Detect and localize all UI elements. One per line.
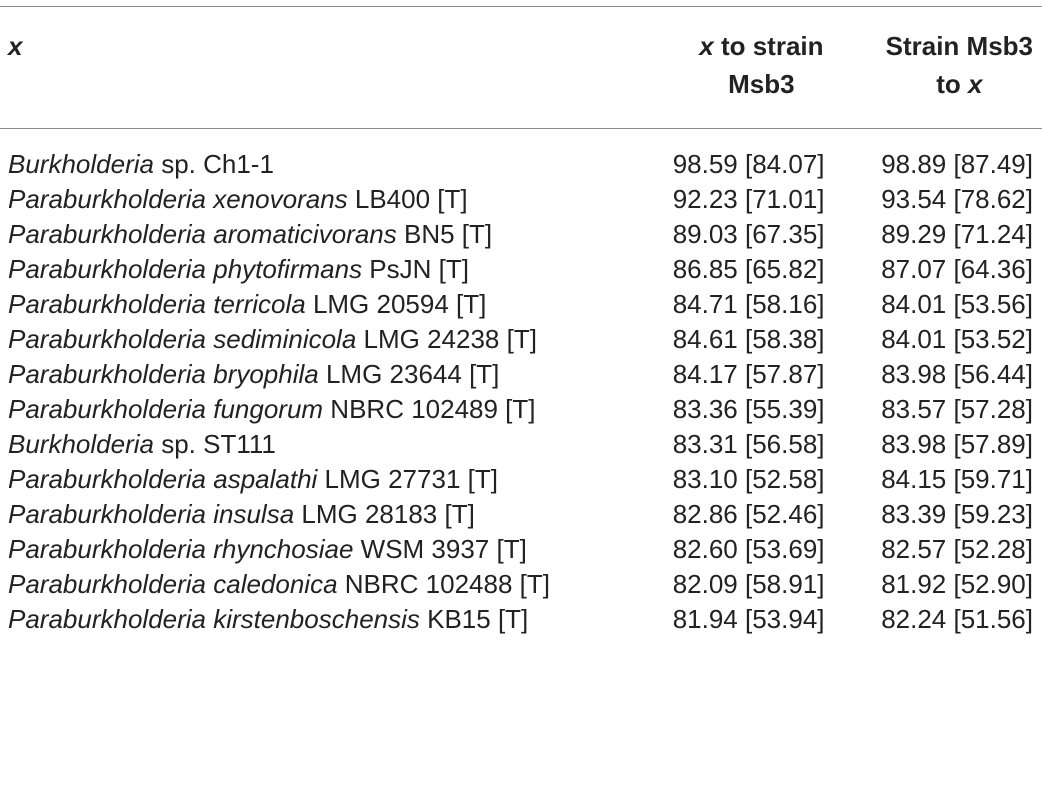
organism-name: Paraburkholderia kirstenboschensis: [8, 604, 420, 634]
organism-strain: NBRC 102488 [T]: [337, 569, 550, 599]
table-row: Paraburkholderia caledonica NBRC 102488 …: [0, 567, 1042, 602]
value-x-to-msb3: 82.86 [52.46]: [672, 499, 825, 529]
header-b-italic: x: [967, 69, 983, 99]
value-msb3-to-x: 82.57 [52.28]: [881, 534, 1033, 564]
value-msb3-to-x: 83.57 [57.28]: [881, 394, 1033, 424]
table-row: Paraburkholderia insulsa LMG 28183 [T] 82…: [0, 497, 1042, 532]
organism-name: Paraburkholderia rhynchosiae: [8, 534, 354, 564]
value-x-to-msb3: 86.85 [65.82]: [672, 254, 825, 284]
organism-name: Paraburkholderia caledonica: [8, 569, 338, 599]
organism-name: Paraburkholderia fungorum: [8, 394, 324, 424]
header-a-line1: to strain: [713, 31, 824, 61]
table-body: Burkholderia sp. Ch1-1 98.59 [84.07] 98.89…: [0, 129, 1042, 638]
organism-strain: LMG 28183 [T]: [294, 499, 475, 529]
organism-name: Paraburkholderia xenovorans: [8, 184, 348, 214]
table-row: Paraburkholderia terricola LMG 20594 [T]…: [0, 287, 1042, 322]
value-msb3-to-x: 82.24 [51.56]: [881, 604, 1033, 634]
organism-strain: WSM 3937 [T]: [353, 534, 527, 564]
table-header: x x to strain Msb3 Strain Msb3 to x: [0, 6, 1042, 129]
value-msb3-to-x: 83.98 [56.44]: [881, 359, 1033, 389]
organism-cell: Paraburkholderia sediminicola LMG 24238 …: [0, 322, 642, 357]
organism-strain: KB15 [T]: [419, 604, 529, 634]
header-x-to-strain-msb3: x to strain Msb3: [642, 7, 854, 129]
organism-cell: Paraburkholderia caledonica NBRC 102488 …: [0, 567, 642, 602]
value-msb3-to-x: 84.01 [53.52]: [881, 324, 1033, 354]
table-row: Burkholderia sp. ST111 83.31 [56.58] 83.98…: [0, 427, 1042, 462]
organism-cell: Paraburkholderia terricola LMG 20594 [T]: [0, 287, 642, 322]
organism-strain: sp. ST111: [153, 429, 276, 459]
value-x-to-msb3: 83.31 [56.58]: [672, 429, 825, 459]
organism-cell: Paraburkholderia fungorum NBRC 102489 [T…: [0, 392, 642, 427]
table-row: Paraburkholderia fungorum NBRC 102489 [T…: [0, 392, 1042, 427]
organism-cell: Paraburkholderia aspalathi LMG 27731 [T]: [0, 462, 642, 497]
value-x-to-msb3: 89.03 [67.35]: [672, 219, 825, 249]
table-row: Paraburkholderia aspalathi LMG 27731 [T]…: [0, 462, 1042, 497]
organism-name: Paraburkholderia phytofirmans: [8, 254, 363, 284]
value-x-to-msb3: 82.60 [53.69]: [672, 534, 825, 564]
organism-cell: Burkholderia sp. Ch1-1: [0, 129, 642, 183]
organism-cell: Paraburkholderia rhynchosiae WSM 3937 [T…: [0, 532, 642, 567]
organism-cell: Paraburkholderia bryophila LMG 23644 [T]: [0, 357, 642, 392]
value-x-to-msb3: 83.10 [52.58]: [672, 464, 825, 494]
header-b-line2: to: [936, 69, 968, 99]
organism-name: Burkholderia: [8, 429, 154, 459]
organism-strain: LMG 20594 [T]: [305, 289, 487, 319]
header-x: x: [0, 7, 642, 129]
table-row: Paraburkholderia kirstenboschensis KB15 …: [0, 602, 1042, 637]
value-x-to-msb3: 98.59 [84.07]: [672, 149, 825, 179]
organism-name: Paraburkholderia aromaticivorans: [8, 219, 397, 249]
table-row: Burkholderia sp. Ch1-1 98.59 [84.07] 98.89…: [0, 129, 1042, 183]
table-row: Paraburkholderia aromaticivorans BN5 [T]…: [0, 217, 1042, 252]
table-row: Paraburkholderia xenovorans LB400 [T] 92.…: [0, 182, 1042, 217]
organism-name: Paraburkholderia insulsa: [8, 499, 295, 529]
header-a-italic: x: [699, 31, 714, 61]
value-msb3-to-x: 87.07 [64.36]: [881, 254, 1033, 284]
value-msb3-to-x: 84.15 [59.71]: [881, 464, 1033, 494]
value-msb3-to-x: 89.29 [71.24]: [881, 219, 1033, 249]
organism-cell: Paraburkholderia phytofirmans PsJN [T]: [0, 252, 642, 287]
header-x-label: x: [8, 31, 23, 61]
value-x-to-msb3: 83.36 [55.39]: [672, 394, 825, 424]
organism-name: Paraburkholderia aspalathi: [8, 464, 318, 494]
organism-cell: Burkholderia sp. ST111: [0, 427, 642, 462]
organism-cell: Paraburkholderia xenovorans LB400 [T]: [0, 182, 642, 217]
value-msb3-to-x: 83.39 [59.23]: [881, 499, 1033, 529]
value-x-to-msb3: 84.71 [58.16]: [672, 289, 825, 319]
organism-cell: Paraburkholderia insulsa LMG 28183 [T]: [0, 497, 642, 532]
organism-name: Paraburkholderia bryophila: [8, 359, 319, 389]
organism-strain: NBRC 102489 [T]: [323, 394, 536, 424]
organism-name: Burkholderia: [8, 149, 154, 179]
value-x-to-msb3: 84.61 [58.38]: [672, 324, 825, 354]
value-msb3-to-x: 84.01 [53.56]: [881, 289, 1033, 319]
organism-strain: LMG 23644 [T]: [318, 359, 500, 389]
value-msb3-to-x: 93.54 [78.62]: [881, 184, 1033, 214]
table-row: Paraburkholderia bryophila LMG 23644 [T]…: [0, 357, 1042, 392]
header-a-line2: Msb3: [728, 69, 795, 99]
ani-comparison-table: x x to strain Msb3 Strain Msb3 to x Burk…: [0, 6, 1042, 637]
organism-name: Paraburkholderia terricola: [8, 289, 306, 319]
organism-strain: PsJN [T]: [362, 254, 469, 284]
organism-strain: LMG 24238 [T]: [356, 324, 537, 354]
table-row: Paraburkholderia sediminicola LMG 24238 …: [0, 322, 1042, 357]
organism-strain: sp. Ch1-1: [153, 149, 274, 179]
value-x-to-msb3: 82.09 [58.91]: [672, 569, 825, 599]
value-msb3-to-x: 83.98 [57.89]: [881, 429, 1033, 459]
value-x-to-msb3: 81.94 [53.94]: [672, 604, 825, 634]
value-x-to-msb3: 84.17 [57.87]: [672, 359, 825, 389]
value-msb3-to-x: 81.92 [52.90]: [881, 569, 1033, 599]
organism-cell: Paraburkholderia aromaticivorans BN5 [T]: [0, 217, 642, 252]
table-row: Paraburkholderia rhynchosiae WSM 3937 [T…: [0, 532, 1042, 567]
header-strain-msb3-to-x: Strain Msb3 to x: [854, 7, 1042, 129]
organism-strain: BN5 [T]: [396, 219, 493, 249]
organism-strain: LB400 [T]: [347, 184, 468, 214]
value-x-to-msb3: 92.23 [71.01]: [672, 184, 825, 214]
table-row: Paraburkholderia phytofirmans PsJN [T] 86…: [0, 252, 1042, 287]
header-b-line1: Strain Msb3: [885, 31, 1033, 61]
organism-cell: Paraburkholderia kirstenboschensis KB15 …: [0, 602, 642, 637]
header-row: x x to strain Msb3 Strain Msb3 to x: [0, 6, 1042, 129]
organism-strain: LMG 27731 [T]: [317, 464, 498, 494]
value-msb3-to-x: 98.89 [87.49]: [881, 149, 1033, 179]
organism-name: Paraburkholderia sediminicola: [8, 324, 357, 354]
